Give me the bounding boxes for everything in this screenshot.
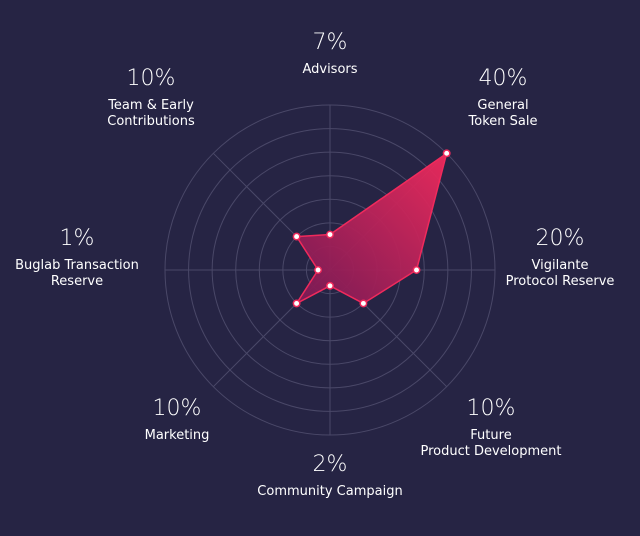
radar-points bbox=[292, 149, 451, 308]
label-team-early-contributions: 10% Team & Early Contributions bbox=[107, 66, 195, 130]
label-general-token-sale: 40% General Token Sale bbox=[469, 66, 538, 130]
label-community-campaign: 2% Community Campaign bbox=[257, 452, 402, 500]
category-name-line: Future bbox=[470, 428, 512, 443]
category-name: Future Product Development bbox=[420, 428, 561, 460]
data-point-future-product-development[interactable] bbox=[359, 299, 368, 308]
category-name: Community Campaign bbox=[257, 484, 402, 500]
category-percent: 10% bbox=[126, 66, 176, 91]
category-percent: 7% bbox=[312, 30, 348, 55]
data-point-team-early-contributions[interactable] bbox=[292, 232, 301, 241]
data-point-marketing[interactable] bbox=[292, 299, 301, 308]
label-advisors: 7% Advisors bbox=[302, 30, 357, 78]
category-name-line: Product Development bbox=[420, 444, 562, 459]
category-name-line: Token Sale bbox=[468, 114, 538, 129]
category-name: Advisors bbox=[302, 62, 357, 78]
category-percent: 20% bbox=[535, 226, 585, 251]
category-name-line: Community Campaign bbox=[257, 484, 403, 499]
category-percent: 1% bbox=[59, 226, 95, 251]
label-future-product-development: 10% Future Product Development bbox=[420, 396, 561, 460]
category-percent: 2% bbox=[312, 452, 348, 477]
data-point-buglab-transaction-reserve[interactable] bbox=[314, 266, 323, 274]
category-name: Team & Early Contributions bbox=[107, 98, 195, 130]
label-buglab-transaction-reserve: 1% Buglab Transaction Reserve bbox=[15, 226, 139, 290]
category-name-line: Buglab Transaction bbox=[15, 258, 139, 273]
data-point-advisors[interactable] bbox=[326, 230, 334, 239]
label-vigilante-protocol-reserve: 20% Vigilante Protocol Reserve bbox=[506, 226, 615, 290]
data-point-general-token-sale[interactable] bbox=[442, 149, 451, 158]
category-name: General Token Sale bbox=[469, 98, 538, 130]
data-point-vigilante-protocol-reserve[interactable] bbox=[412, 266, 421, 274]
category-name-line: Marketing bbox=[144, 428, 210, 443]
category-name-line: Vigilante bbox=[531, 258, 589, 273]
data-point-community-campaign[interactable] bbox=[326, 281, 334, 290]
category-name-line: Contributions bbox=[107, 114, 195, 129]
category-name-line: General bbox=[477, 98, 529, 113]
label-marketing: 10% Marketing bbox=[145, 396, 210, 444]
category-percent: 10% bbox=[466, 396, 516, 421]
category-name-line: Protocol Reserve bbox=[505, 274, 615, 289]
category-percent: 10% bbox=[152, 396, 202, 421]
category-name: Buglab Transaction Reserve bbox=[15, 258, 139, 290]
category-percent: 40% bbox=[478, 66, 528, 91]
category-name-line: Team & Early bbox=[108, 98, 194, 113]
category-name: Marketing bbox=[145, 428, 210, 444]
category-name: Vigilante Protocol Reserve bbox=[506, 258, 615, 290]
category-name-line: Advisors bbox=[302, 62, 358, 77]
category-name-line: Reserve bbox=[50, 274, 104, 289]
